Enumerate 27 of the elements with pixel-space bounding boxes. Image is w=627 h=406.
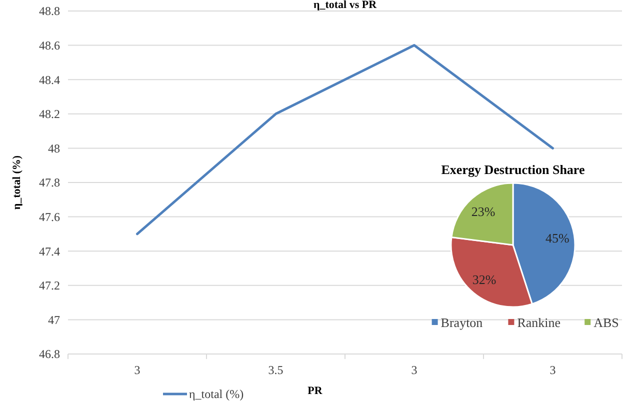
data-label: 45%	[545, 230, 570, 246]
y-tick-label: 46.8	[39, 347, 60, 362]
legend-label: Brayton	[440, 315, 484, 330]
y-tick-label: 48	[48, 141, 60, 156]
data-label: 32%	[472, 272, 496, 288]
y-tick-label: 47.8	[39, 176, 60, 190]
y-tick-label: 47.4	[39, 244, 60, 258]
x-tick-label: 3	[550, 363, 556, 377]
y-tick-label: 48.2	[39, 107, 60, 122]
x-tick-label: 3.5	[268, 363, 284, 377]
y-tick-label: 47.2	[39, 278, 60, 293]
y-tick-label: 47.6	[39, 210, 60, 224]
x-tick-label: 3	[134, 363, 140, 377]
y-tick-label: 48.4	[39, 72, 60, 87]
line-series	[136, 44, 554, 236]
legend-label: η_total (%)	[189, 387, 244, 401]
x-tick-label: 3	[411, 363, 418, 377]
legend-label: Rankine	[517, 315, 561, 330]
legend-label: ABS	[594, 315, 619, 330]
y-tick-label: 48.6	[39, 38, 60, 52]
y-tick-label: 47	[48, 312, 60, 327]
x-axis-title: PR	[308, 385, 324, 397]
y-tick-label: 48.8	[39, 4, 60, 18]
chart-title: Exergy Destruction Share	[441, 162, 585, 177]
chart-title: η_total vs PR	[313, 0, 378, 11]
data-label: 23%	[471, 204, 496, 219]
y-axis-title: η_total (%)	[11, 155, 23, 210]
